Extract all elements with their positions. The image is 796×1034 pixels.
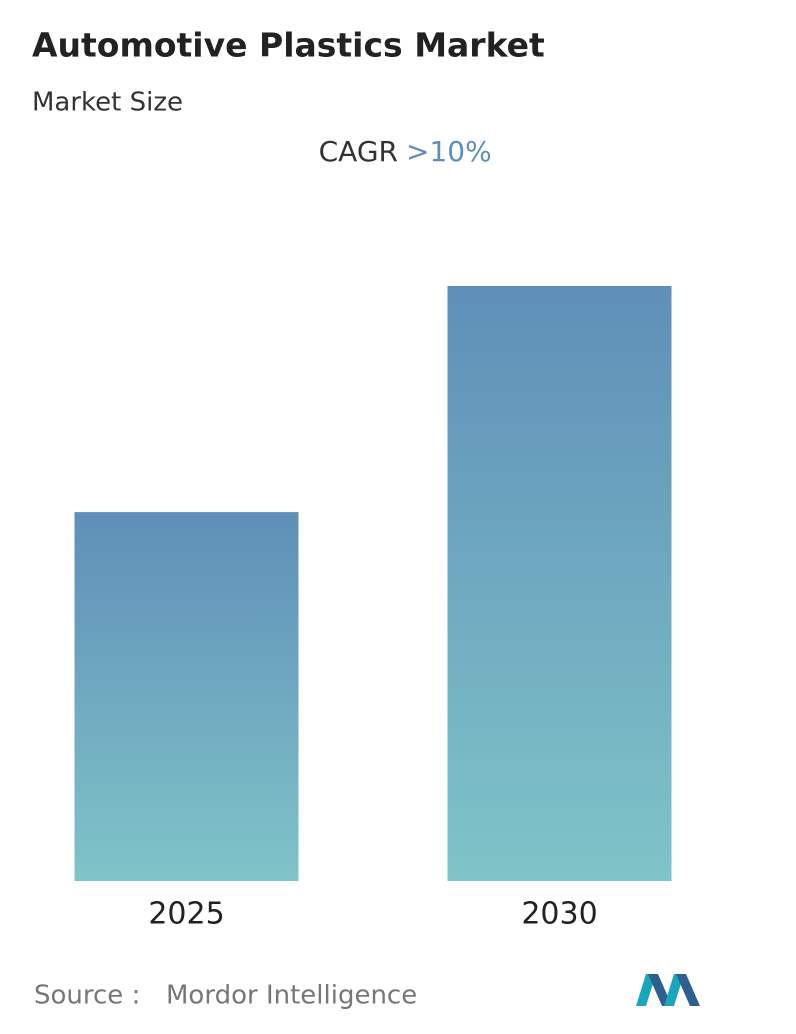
cagr-label: CAGR: [319, 135, 398, 168]
source-label: Source :: [34, 981, 140, 1011]
bar: [74, 512, 299, 881]
chart-title: Automotive Plastics Market: [32, 26, 545, 65]
x-tick-label: 2025: [148, 897, 224, 932]
chart-subtitle: Market Size: [32, 88, 183, 118]
cagr-value: >10%: [406, 135, 492, 168]
x-tick-label: 2030: [521, 897, 597, 932]
logo: [636, 974, 700, 1006]
source: Mordor Intelligence: [166, 981, 417, 1011]
bar: [447, 286, 672, 881]
